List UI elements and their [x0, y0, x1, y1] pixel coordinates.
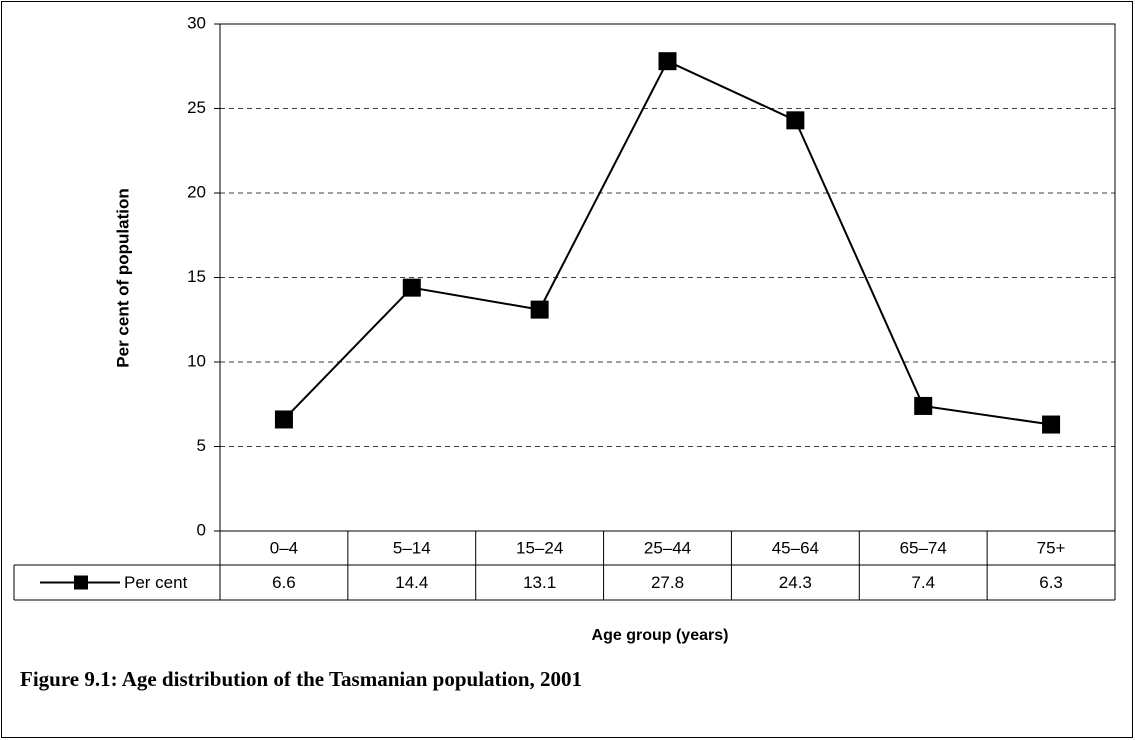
y-tick-label: 20 [187, 182, 206, 201]
x-tick-label: 5–14 [393, 538, 431, 557]
table-value: 7.4 [911, 573, 935, 592]
chart-title: Figure 9.1: Age distribution of the Tasm… [20, 667, 582, 691]
table-value: 6.3 [1039, 573, 1063, 592]
y-tick-label: 0 [197, 520, 206, 539]
marker [658, 52, 677, 71]
y-tick-label: 5 [197, 436, 206, 455]
x-tick-label: 15–24 [516, 538, 563, 557]
table-value: 24.3 [779, 573, 812, 592]
marker [1042, 415, 1061, 434]
table-value: 6.6 [272, 573, 296, 592]
table-value: 27.8 [651, 573, 684, 592]
plot-area [219, 23, 1116, 532]
y-tick-label: 15 [187, 267, 206, 286]
y-tick-label: 25 [187, 98, 206, 117]
legend-marker [74, 575, 88, 590]
marker [530, 300, 549, 319]
y-axis-label: Per cent of population [113, 188, 132, 367]
x-tick-label: 25–44 [644, 538, 691, 557]
table-value: 13.1 [523, 573, 556, 592]
legend-label: Per cent [124, 573, 188, 592]
marker [402, 278, 421, 297]
x-tick-label: 0–4 [270, 538, 298, 557]
x-tick-label: 65–74 [900, 538, 947, 557]
marker [274, 410, 293, 429]
table-value: 14.4 [395, 573, 428, 592]
marker [786, 111, 805, 130]
marker [914, 396, 933, 415]
y-tick-label: 10 [187, 351, 206, 370]
y-tick-label: 30 [187, 13, 206, 32]
x-tick-label: 45–64 [772, 538, 819, 557]
x-axis-label: Age group (years) [592, 627, 729, 644]
x-tick-label: 75+ [1037, 538, 1066, 557]
